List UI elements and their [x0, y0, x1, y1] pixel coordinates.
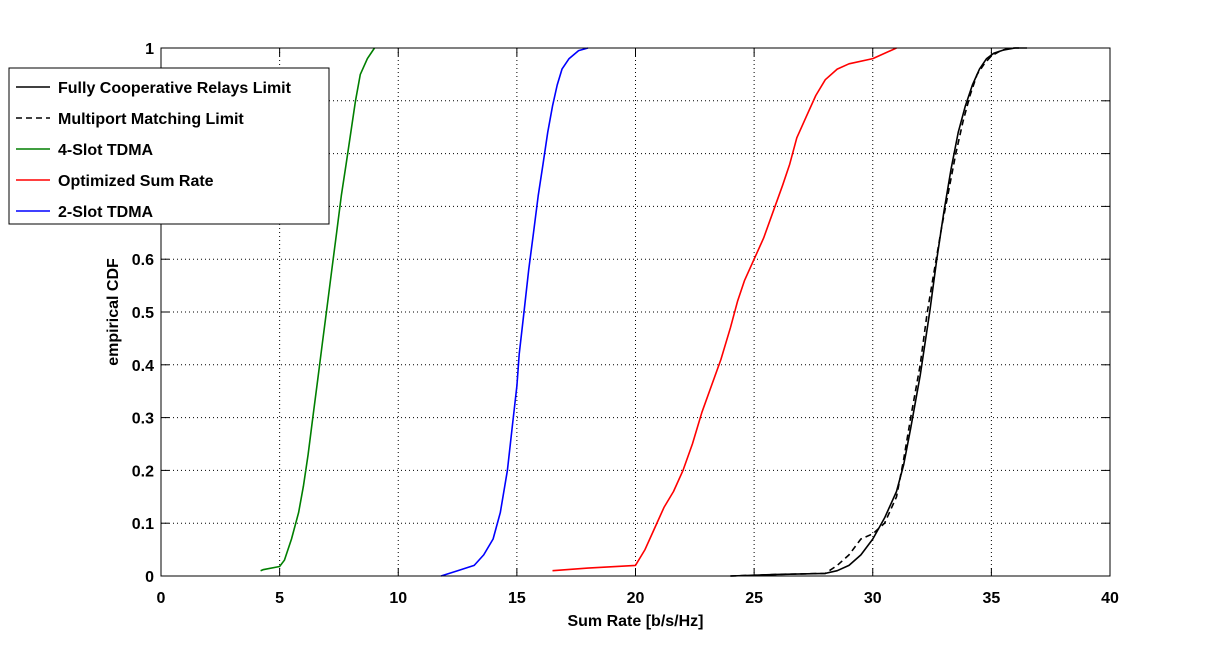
x-tick-label: 15 — [508, 590, 526, 607]
axis-ticks: 0 5 10 15 20 25 30 35 40 0 0.1 0.2 0.3 0.4 0.5 0.6 1 — [132, 41, 1119, 607]
legend-label-1: Multiport Matching Limit — [58, 111, 244, 128]
x-tick-label: 0 — [157, 590, 166, 607]
legend-box — [8, 67, 330, 225]
series-line-0 — [730, 47, 1027, 577]
y-tick-label: 0.2 — [132, 463, 154, 480]
x-tick-label: 10 — [389, 590, 407, 607]
y-tick-label: 0.4 — [132, 358, 154, 375]
y-tick-label: 0.6 — [132, 252, 154, 269]
x-tick-label: 30 — [864, 590, 882, 607]
series-line-4 — [440, 47, 589, 577]
y-tick-label: 0 — [145, 569, 154, 586]
legend-label-4: 2-Slot TDMA — [58, 204, 154, 221]
y-tick-label: 0.5 — [132, 305, 154, 322]
x-tick-label: 25 — [745, 590, 763, 607]
x-tick-label: 35 — [982, 590, 1000, 607]
series-line-1 — [730, 47, 1023, 577]
legend-label-3: Optimized Sum Rate — [58, 173, 214, 190]
x-tick-label: 5 — [275, 590, 284, 607]
series-line-3 — [552, 47, 897, 572]
legend: Fully Cooperative Relays Limit Multiport … — [8, 67, 330, 225]
y-axis-label: empirical CDF — [105, 258, 122, 366]
x-tick-label: 20 — [627, 590, 645, 607]
series-line-2 — [260, 47, 376, 572]
y-tick-label: 1 — [145, 41, 154, 58]
y-tick-label: 0.3 — [132, 411, 154, 428]
legend-label-2: 4-Slot TDMA — [58, 142, 154, 159]
y-tick-label: 0.1 — [132, 516, 154, 533]
x-axis-label: Sum Rate [b/s/Hz] — [567, 613, 703, 630]
legend-label-0: Fully Cooperative Relays Limit — [58, 80, 292, 97]
series-lines — [260, 47, 1027, 577]
x-tick-label: 40 — [1101, 590, 1119, 607]
